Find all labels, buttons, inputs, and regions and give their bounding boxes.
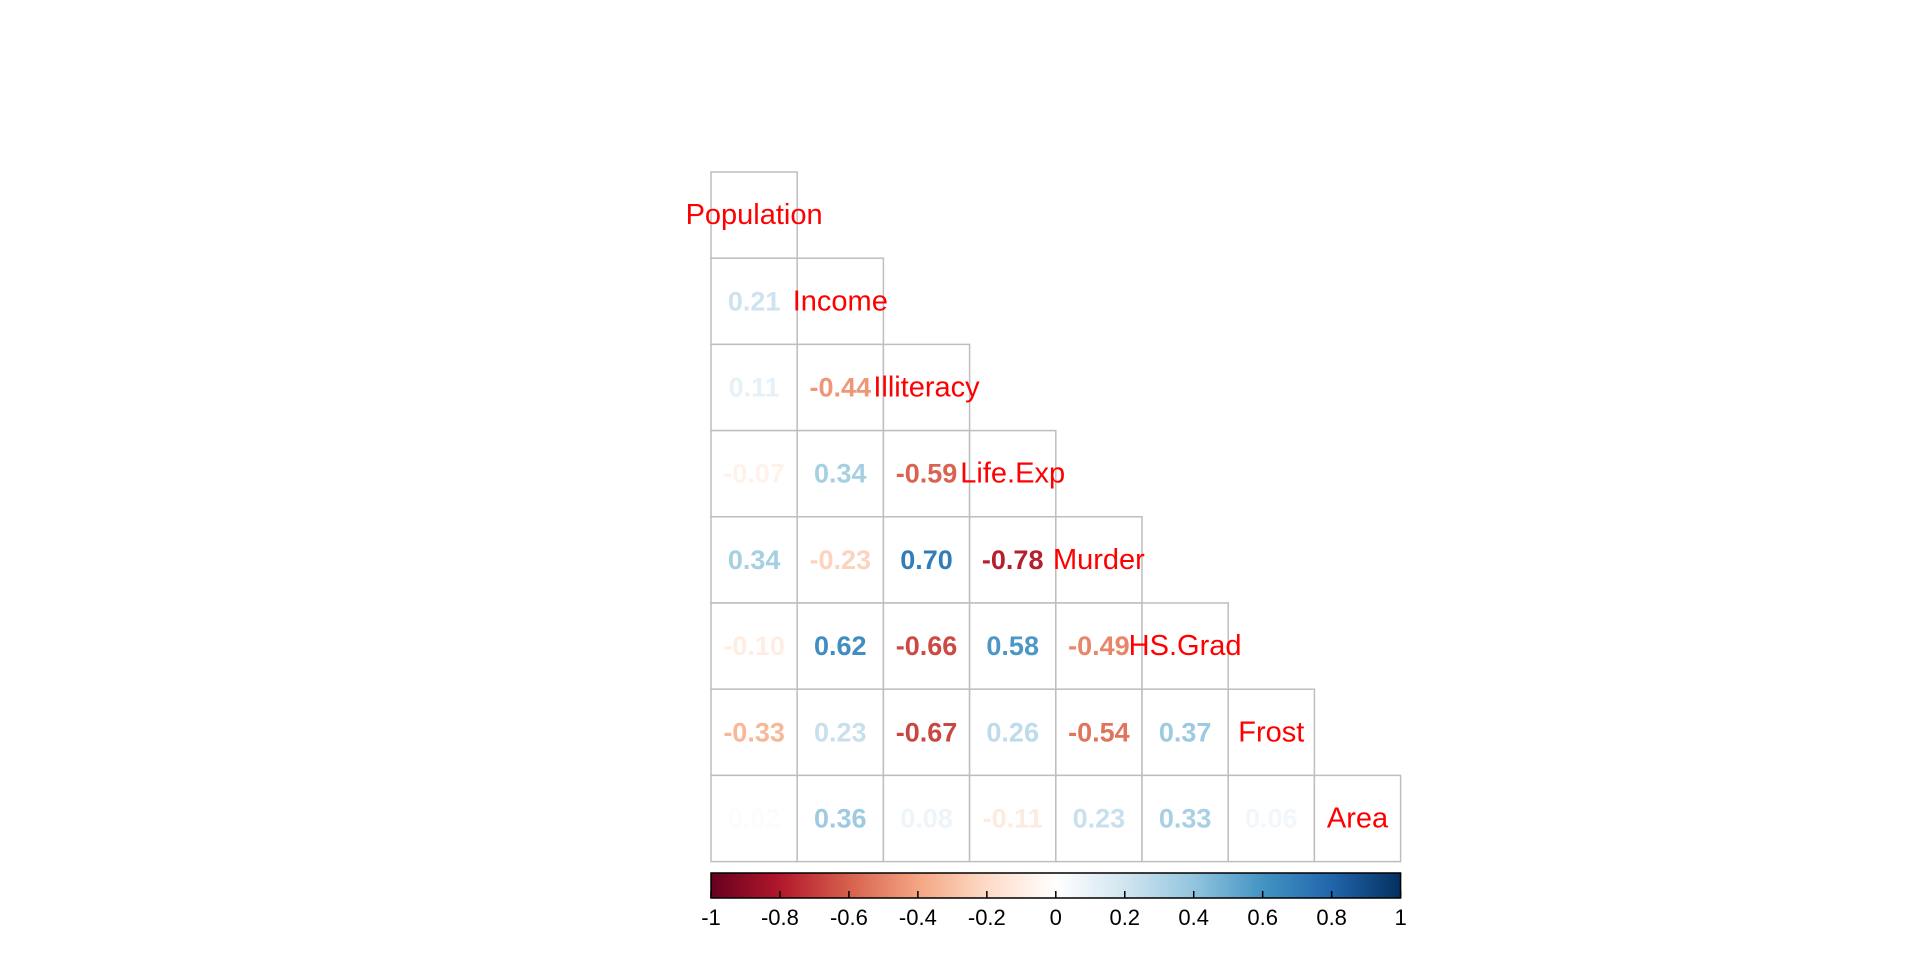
coef-Murder-Illiteracy: 0.70 — [900, 545, 953, 575]
cell-HS.Grad-Life.Exp — [968, 602, 1057, 690]
coef-Frost-Life.Exp: 0.26 — [986, 717, 1039, 747]
coef-Murder-Population: 0.34 — [728, 545, 781, 575]
cell-Income-Income — [796, 257, 885, 346]
correlation-cells: 0.21 0.11 -0.44 -0.07 0.34 -0.59 0.34 -0.23 0.70… — [710, 171, 1402, 863]
colorbar-tick-label: 0.6 — [1247, 905, 1278, 930]
coef-Area-Life.Exp: -0.11 — [983, 804, 1043, 834]
coef-HS.Grad-Murder: -0.49 — [1068, 631, 1130, 661]
cell-Murder-Life.Exp — [968, 516, 1057, 604]
cell-Income-Population — [710, 257, 798, 346]
colorbar-tick-label: 0.2 — [1109, 905, 1140, 930]
coef-Murder-Life.Exp: -0.78 — [982, 545, 1044, 575]
colorbar-tick-label: -1 — [701, 905, 721, 930]
cell-Area-HS.Grad — [1141, 774, 1229, 863]
coef-Income-Population: 0.21 — [728, 286, 781, 316]
coef-Frost-Population: -0.33 — [723, 717, 785, 747]
variable-labels: Population Income Illiteracy Life.Exp Murder… — [686, 199, 1389, 834]
coef-Area-Murder: 0.23 — [1073, 804, 1126, 834]
cell-Area-Frost — [1227, 774, 1316, 863]
coef-HS.Grad-Population: -0.10 — [723, 631, 785, 661]
cell-HS.Grad-Population — [710, 602, 798, 690]
label-Murder: Murder — [1053, 544, 1145, 576]
label-Area: Area — [1327, 803, 1389, 835]
colorbar-tick-label: 0.8 — [1316, 905, 1347, 930]
cell-HS.Grad-Income — [796, 602, 885, 690]
colorbar-tick-label: 0 — [1050, 905, 1062, 930]
label-Illiteracy: Illiteracy — [873, 372, 980, 404]
coef-Area-Income: 0.36 — [814, 804, 867, 834]
cell-Frost-HS.Grad — [1141, 688, 1229, 777]
label-Frost: Frost — [1238, 716, 1304, 748]
label-Population: Population — [686, 199, 823, 231]
coef-Murder-Income: -0.23 — [810, 545, 872, 575]
colorbar-tick-label: 1 — [1394, 905, 1406, 930]
coef-HS.Grad-Life.Exp: 0.58 — [986, 631, 1039, 661]
cell-Life.Exp-Income — [796, 429, 885, 518]
coef-HS.Grad-Income: 0.62 — [814, 631, 867, 661]
cell-Illiteracy-Illiteracy — [882, 343, 971, 432]
coef-Frost-Murder: -0.54 — [1068, 717, 1130, 747]
coef-Frost-Illiteracy: -0.67 — [896, 717, 958, 747]
coef-Life.Exp-Population: -0.07 — [723, 459, 785, 489]
label-HS.Grad: HS.Grad — [1129, 630, 1242, 662]
colorbar-tick-label: -0.2 — [968, 905, 1006, 930]
colorbar-tick-label: -0.6 — [830, 905, 868, 930]
cell-Area-Illiteracy — [882, 774, 971, 863]
cell-Murder-Income — [796, 516, 885, 604]
coef-Frost-HS.Grad: 0.37 — [1159, 717, 1212, 747]
cell-Population-Population — [710, 171, 798, 259]
label-Life.Exp: Life.Exp — [960, 458, 1065, 490]
cell-HS.Grad-HS.Grad — [1141, 602, 1229, 690]
colorbar-tick-label: 0.4 — [1178, 905, 1209, 930]
cell-Life.Exp-Life.Exp — [968, 429, 1057, 518]
cell-HS.Grad-Murder — [1055, 602, 1143, 690]
coef-Illiteracy-Population: 0.11 — [729, 373, 780, 403]
colorbar-tick-label: -0.8 — [761, 905, 799, 930]
coef-Life.Exp-Income: 0.34 — [814, 459, 867, 489]
coef-Life.Exp-Illiteracy: -0.59 — [896, 459, 958, 489]
coef-Area-Population: 0.02 — [728, 804, 781, 834]
cell-Frost-Income — [796, 688, 885, 777]
colorbar: -1 -0.8 -0.6 -0.4 -0.2 0 0.2 0.4 0.6 0.8 1 — [701, 872, 1407, 930]
colorbar-tick-label: -0.4 — [899, 905, 937, 930]
cell-HS.Grad-Illiteracy — [882, 602, 971, 690]
cell-Area-Population — [710, 774, 798, 863]
label-Income: Income — [793, 285, 888, 317]
cell-Frost-Life.Exp — [968, 688, 1057, 777]
coef-Area-Illiteracy: 0.08 — [900, 804, 953, 834]
coef-Frost-Income: 0.23 — [814, 717, 867, 747]
coef-Area-HS.Grad: 0.33 — [1159, 804, 1212, 834]
coef-Area-Frost: 0.06 — [1245, 804, 1298, 834]
coef-HS.Grad-Illiteracy: -0.66 — [896, 631, 958, 661]
cell-Frost-Frost — [1227, 688, 1316, 777]
colorbar-ticks: -1 -0.8 -0.6 -0.4 -0.2 0 0.2 0.4 0.6 0.8 1 — [701, 891, 1407, 930]
coef-Illiteracy-Income: -0.44 — [810, 373, 872, 403]
cell-Frost-Population — [710, 688, 798, 777]
cell-Area-Area — [1313, 774, 1402, 863]
